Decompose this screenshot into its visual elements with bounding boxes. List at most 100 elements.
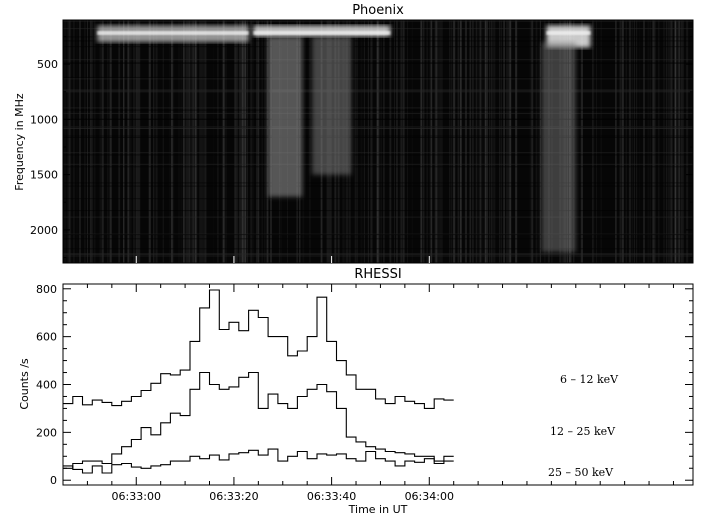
noise-stripe — [535, 20, 538, 263]
noise-stripe — [84, 20, 86, 263]
noise-stripe — [87, 20, 88, 263]
noise-row — [63, 135, 693, 137]
noise-stripe — [223, 20, 226, 263]
spectrogram — [63, 20, 693, 263]
noise-stripe — [101, 20, 104, 263]
noise-stripe — [652, 20, 655, 263]
noise-stripe — [422, 20, 425, 263]
noise-stripe — [499, 20, 501, 263]
noise-stripe — [453, 20, 456, 263]
noise-stripe — [674, 20, 676, 263]
noise-row — [63, 90, 693, 92]
noise-stripe — [156, 20, 158, 263]
noise-row — [63, 248, 693, 250]
noise-stripe — [99, 20, 101, 263]
bottom-panel-title: RHESSI — [354, 267, 401, 282]
noise-row — [63, 127, 693, 129]
top-plot-frame — [62, 19, 694, 264]
noise-row — [63, 198, 693, 200]
noise-row — [63, 36, 693, 38]
noise-row — [63, 20, 693, 22]
noise-stripe — [486, 20, 488, 263]
noise-stripe — [647, 20, 649, 263]
noise-row — [63, 118, 693, 120]
noise-stripe — [670, 20, 673, 263]
series-label-1: 12 – 25 keV — [550, 425, 616, 438]
bottom-axes: 0 200 400 600 800 06:33:00 06:33:20 06:33:40 06:… — [36, 283, 693, 503]
noise-stripe — [309, 20, 311, 263]
noise-stripe — [380, 20, 383, 263]
noise-stripe — [676, 20, 678, 263]
noise-stripe — [258, 20, 260, 263]
noise-stripe — [102, 20, 104, 263]
spectrogram-features — [97, 25, 591, 252]
noise-stripe — [619, 20, 622, 263]
noise-stripe — [596, 20, 597, 263]
noise-stripe — [110, 20, 112, 263]
noise-row — [63, 91, 693, 93]
noise-stripe — [506, 20, 508, 263]
noise-stripe — [686, 20, 689, 263]
noise-stripe — [250, 20, 252, 263]
top-y-axis: 500 1000 1500 2000 — [30, 36, 693, 263]
noise-stripe — [109, 20, 111, 263]
noise-row — [63, 210, 693, 212]
noise-stripe — [376, 20, 379, 263]
noise-stripe — [435, 20, 437, 263]
noise-stripe — [638, 20, 640, 263]
noise-stripe — [221, 20, 224, 263]
noise-stripe — [669, 20, 671, 263]
noise-stripe — [225, 20, 227, 263]
noise-row — [63, 255, 693, 257]
noise-stripe — [503, 20, 505, 263]
noise-stripe — [367, 20, 369, 263]
noise-stripe — [420, 20, 423, 263]
light-curves — [63, 289, 454, 474]
noise-stripe — [66, 20, 68, 263]
noise-row — [63, 112, 693, 114]
noise-stripe — [430, 20, 433, 263]
noise-stripe — [237, 20, 239, 263]
top-y-axis-label: Frequency in MHz — [13, 93, 26, 191]
bottom-x-tick-label: 06:33:00 — [112, 490, 161, 503]
noise-stripe — [500, 20, 502, 263]
noise-stripe — [360, 20, 363, 263]
noise-stripe — [479, 20, 482, 263]
noise-stripe — [665, 20, 667, 263]
bottom-x-tick-label: 06:34:00 — [405, 490, 454, 503]
noise-stripe — [429, 20, 432, 263]
noise-stripe — [636, 20, 638, 263]
noise-stripe — [394, 20, 395, 263]
noise-stripe — [643, 20, 645, 263]
bottom-y-tick-label: 600 — [36, 331, 57, 344]
series-label-0: 6 – 12 keV — [560, 373, 619, 386]
noise-stripe — [148, 20, 151, 263]
noise-stripe — [438, 20, 440, 263]
noise-stripe — [138, 20, 141, 263]
bottom-x-tick-label: 06:33:40 — [307, 490, 356, 503]
noise-stripe — [464, 20, 467, 263]
noise-stripe — [530, 20, 533, 263]
noise-stripe — [234, 20, 237, 263]
noise-stripe — [252, 20, 254, 263]
noise-row — [63, 107, 693, 109]
noise-stripe — [243, 20, 245, 263]
noise-stripe — [89, 20, 92, 263]
noise-stripe — [471, 20, 474, 263]
noise-stripe — [222, 20, 225, 263]
noise-stripe — [657, 20, 660, 263]
series-label-2: 25 – 50 keV — [548, 466, 614, 479]
noise-stripe — [592, 20, 594, 263]
noise-stripe — [124, 20, 125, 263]
noise-stripe — [178, 20, 180, 263]
noise-stripe — [93, 20, 96, 263]
bottom-y-tick-label: 800 — [36, 283, 57, 296]
noise-stripe — [482, 20, 484, 263]
noise-stripe — [133, 20, 135, 263]
noise-stripe — [402, 20, 405, 263]
noise-stripe — [489, 20, 491, 263]
noise-row — [63, 253, 693, 255]
noise-stripe — [204, 20, 207, 263]
noise-stripe — [478, 20, 481, 263]
